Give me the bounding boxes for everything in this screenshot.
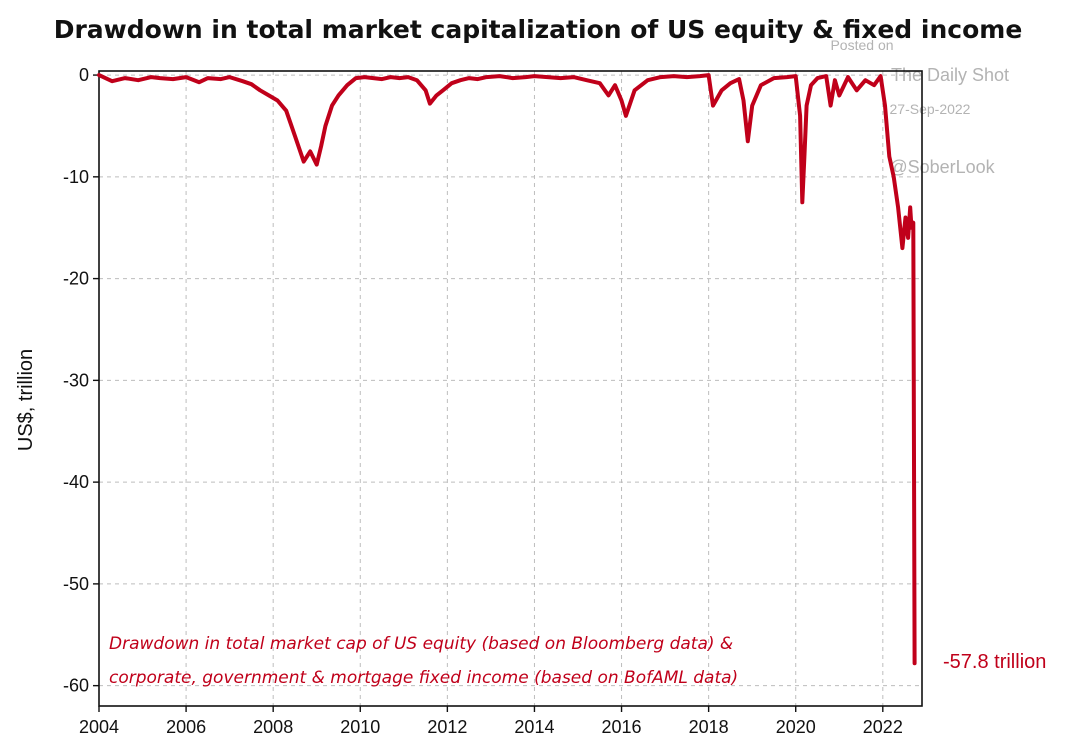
x-tick-label: 2014 — [514, 717, 554, 737]
drawdown-series-line — [97, 73, 917, 666]
y-tick-label: -60 — [63, 676, 89, 696]
watermark-source: The Daily Shot — [891, 65, 1009, 85]
y-tick-label: 0 — [79, 65, 89, 85]
x-tick-label: 2022 — [863, 717, 903, 737]
y-tick-label: -40 — [63, 472, 89, 492]
watermark-posted-on: Posted on — [830, 37, 893, 53]
y-tick-label: -50 — [63, 574, 89, 594]
x-tick-label: 2018 — [689, 717, 729, 737]
y-tick-label: -10 — [63, 167, 89, 187]
watermark: Posted on The Daily Shot 27-Sep-2022 @So… — [830, 37, 1009, 177]
annotation-line-1: Drawdown in total market cap of US equit… — [109, 634, 733, 654]
x-tick-label: 2016 — [602, 717, 642, 737]
y-axis-label: US$, trillion — [15, 349, 37, 451]
watermark-handle: @SoberLook — [889, 157, 995, 177]
grid-lines — [98, 71, 922, 706]
y-tick-label: -20 — [63, 269, 89, 289]
annotation-line-2: corporate, government & mortgage fixed i… — [109, 668, 738, 688]
plot-frame — [98, 70, 923, 707]
watermark-date: 27-Sep-2022 — [890, 101, 971, 117]
x-tick-label: 2020 — [776, 717, 816, 737]
x-tick-label: 2006 — [166, 717, 206, 737]
end-value-label: -57.8 trillion — [943, 651, 1046, 673]
x-tick-label: 2004 — [79, 717, 119, 737]
series-layer — [97, 73, 917, 666]
x-tick-label: 2010 — [340, 717, 380, 737]
x-tick-label: 2012 — [427, 717, 467, 737]
axes: 0 -10 -20 -30 -40 -50 -60 2004 2006 2008 2010 2012 2… — [63, 65, 923, 737]
y-tick-label: -30 — [63, 370, 89, 390]
chart-title: Drawdown in total market capitalization … — [54, 15, 1023, 44]
x-tick-label: 2008 — [253, 717, 293, 737]
